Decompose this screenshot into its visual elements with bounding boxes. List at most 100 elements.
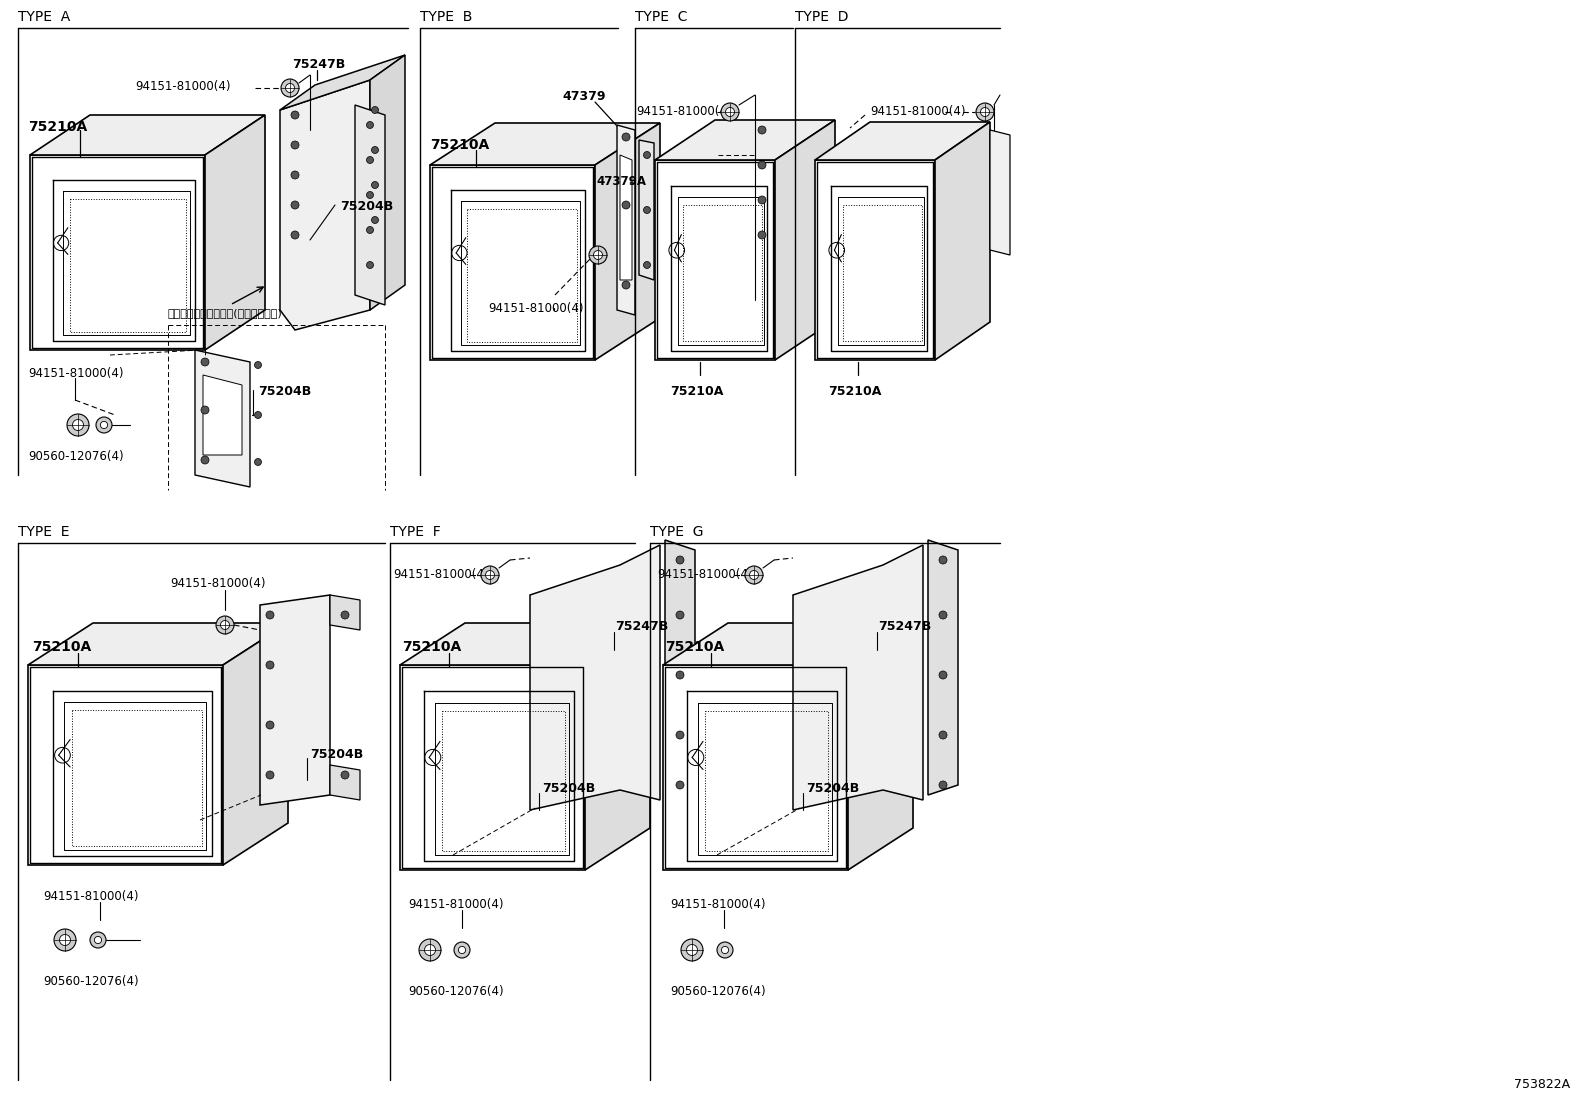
Circle shape bbox=[686, 944, 697, 955]
Circle shape bbox=[758, 231, 766, 238]
Polygon shape bbox=[204, 375, 242, 455]
Polygon shape bbox=[618, 125, 635, 315]
Circle shape bbox=[255, 411, 261, 419]
Polygon shape bbox=[595, 123, 661, 360]
Circle shape bbox=[939, 731, 947, 739]
Circle shape bbox=[255, 458, 261, 466]
Polygon shape bbox=[815, 160, 935, 360]
Circle shape bbox=[486, 570, 495, 579]
Text: 94151-81000(4): 94151-81000(4) bbox=[29, 367, 124, 380]
Circle shape bbox=[758, 160, 766, 169]
Circle shape bbox=[201, 456, 209, 464]
Polygon shape bbox=[29, 623, 288, 665]
Circle shape bbox=[341, 611, 349, 619]
Circle shape bbox=[371, 181, 379, 189]
Polygon shape bbox=[990, 130, 1009, 255]
Circle shape bbox=[939, 781, 947, 789]
Text: 75204B: 75204B bbox=[541, 782, 595, 795]
Text: 94151-81000(4): 94151-81000(4) bbox=[670, 898, 766, 911]
Circle shape bbox=[291, 111, 299, 119]
Circle shape bbox=[454, 942, 470, 958]
Text: TYPE  A: TYPE A bbox=[18, 10, 70, 24]
Polygon shape bbox=[654, 160, 775, 360]
Text: 94151-81000(4): 94151-81000(4) bbox=[657, 568, 753, 581]
Circle shape bbox=[643, 152, 651, 158]
Circle shape bbox=[366, 122, 374, 129]
Polygon shape bbox=[30, 155, 205, 349]
Polygon shape bbox=[849, 623, 912, 870]
Circle shape bbox=[750, 570, 758, 579]
Circle shape bbox=[59, 934, 70, 945]
Circle shape bbox=[758, 196, 766, 204]
Circle shape bbox=[939, 611, 947, 619]
Polygon shape bbox=[665, 540, 696, 795]
Text: 94151-81000(4): 94151-81000(4) bbox=[408, 898, 503, 911]
Text: 75210A: 75210A bbox=[29, 120, 88, 134]
Circle shape bbox=[255, 362, 261, 368]
Polygon shape bbox=[935, 122, 990, 360]
Text: 47379A: 47379A bbox=[595, 175, 646, 188]
Polygon shape bbox=[430, 165, 595, 360]
Polygon shape bbox=[793, 545, 923, 810]
Circle shape bbox=[716, 942, 732, 958]
Circle shape bbox=[266, 660, 274, 669]
Polygon shape bbox=[662, 665, 849, 870]
Polygon shape bbox=[280, 55, 404, 110]
Text: TYPE  G: TYPE G bbox=[650, 525, 704, 539]
Circle shape bbox=[677, 781, 685, 789]
Circle shape bbox=[67, 414, 89, 436]
Polygon shape bbox=[654, 120, 834, 160]
Circle shape bbox=[266, 771, 274, 779]
Circle shape bbox=[622, 281, 630, 289]
Polygon shape bbox=[638, 140, 654, 280]
Text: 75210A: 75210A bbox=[403, 640, 462, 654]
Polygon shape bbox=[530, 545, 661, 810]
Text: 75210A: 75210A bbox=[665, 640, 724, 654]
Polygon shape bbox=[775, 120, 834, 360]
Polygon shape bbox=[355, 106, 385, 306]
Circle shape bbox=[371, 146, 379, 154]
Text: 94151-81000(4): 94151-81000(4) bbox=[489, 302, 584, 315]
Circle shape bbox=[726, 108, 734, 116]
Text: 94151-81000(4): 94151-81000(4) bbox=[170, 577, 266, 590]
Circle shape bbox=[54, 929, 76, 951]
Circle shape bbox=[266, 721, 274, 729]
Polygon shape bbox=[259, 595, 330, 804]
Polygon shape bbox=[30, 115, 264, 155]
Circle shape bbox=[366, 262, 374, 268]
Text: 75204B: 75204B bbox=[341, 200, 393, 213]
Text: 90560-12076(4): 90560-12076(4) bbox=[408, 985, 503, 998]
Polygon shape bbox=[928, 540, 958, 795]
Circle shape bbox=[96, 417, 111, 433]
Circle shape bbox=[217, 617, 234, 634]
Polygon shape bbox=[194, 349, 250, 487]
Text: 47379: 47379 bbox=[562, 90, 605, 103]
Text: TYPE  E: TYPE E bbox=[18, 525, 70, 539]
Polygon shape bbox=[280, 80, 369, 330]
Text: 75204B: 75204B bbox=[310, 748, 363, 761]
Text: 75247B: 75247B bbox=[615, 620, 669, 633]
Circle shape bbox=[282, 79, 299, 97]
Circle shape bbox=[981, 108, 990, 116]
Circle shape bbox=[721, 946, 729, 954]
Circle shape bbox=[94, 936, 102, 944]
Circle shape bbox=[366, 226, 374, 233]
Circle shape bbox=[939, 671, 947, 679]
Polygon shape bbox=[330, 765, 360, 800]
Circle shape bbox=[201, 406, 209, 414]
Circle shape bbox=[677, 611, 685, 619]
Polygon shape bbox=[619, 155, 632, 280]
Text: 75210A: 75210A bbox=[670, 385, 723, 398]
Text: TYPE  C: TYPE C bbox=[635, 10, 688, 24]
Circle shape bbox=[745, 566, 763, 584]
Circle shape bbox=[939, 556, 947, 564]
Text: TYPE  D: TYPE D bbox=[794, 10, 849, 24]
Text: 90560-12076(4): 90560-12076(4) bbox=[29, 449, 124, 463]
Circle shape bbox=[73, 420, 83, 431]
Text: TYPE  F: TYPE F bbox=[390, 525, 441, 539]
Circle shape bbox=[291, 171, 299, 179]
Circle shape bbox=[425, 944, 436, 955]
Circle shape bbox=[677, 556, 685, 564]
Polygon shape bbox=[430, 123, 661, 165]
Text: 75204B: 75204B bbox=[258, 385, 312, 398]
